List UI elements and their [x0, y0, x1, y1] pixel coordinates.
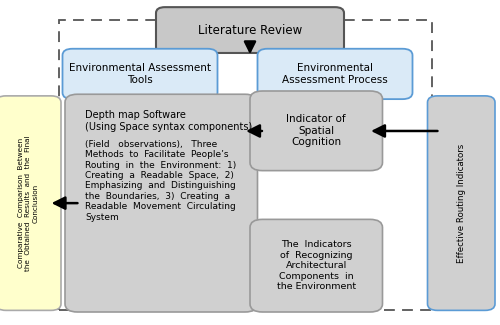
FancyBboxPatch shape: [65, 94, 258, 312]
Text: Depth map Software
(Using Space syntax components): Depth map Software (Using Space syntax c…: [85, 111, 252, 132]
Text: The  Indicators
of  Recognizing
Architectural
Components  in
the Environment: The Indicators of Recognizing Architectu…: [276, 240, 356, 291]
FancyBboxPatch shape: [156, 7, 344, 53]
FancyBboxPatch shape: [250, 219, 382, 312]
FancyBboxPatch shape: [0, 96, 61, 310]
Text: Literature Review: Literature Review: [198, 24, 302, 37]
Text: Environmental Assessment
Tools: Environmental Assessment Tools: [69, 63, 211, 85]
FancyBboxPatch shape: [250, 91, 382, 171]
Text: (Field   observations),   Three
Methods  to  Facilitate  People’s
Routing  in  t: (Field observations), Three Methods to F…: [85, 140, 236, 222]
Text: Environmental
Assessment Process: Environmental Assessment Process: [282, 63, 388, 85]
FancyBboxPatch shape: [258, 49, 412, 99]
FancyBboxPatch shape: [62, 49, 218, 99]
Text: Effective Routing Indicators: Effective Routing Indicators: [457, 144, 466, 263]
Text: Comparative  Comparison  Between
the  Obtained  Results  and  the  Final
Conclus: Comparative Comparison Between the Obtai…: [18, 136, 38, 271]
Text: Indicator of
Spatial
Cognition: Indicator of Spatial Cognition: [286, 114, 346, 148]
FancyBboxPatch shape: [428, 96, 495, 310]
